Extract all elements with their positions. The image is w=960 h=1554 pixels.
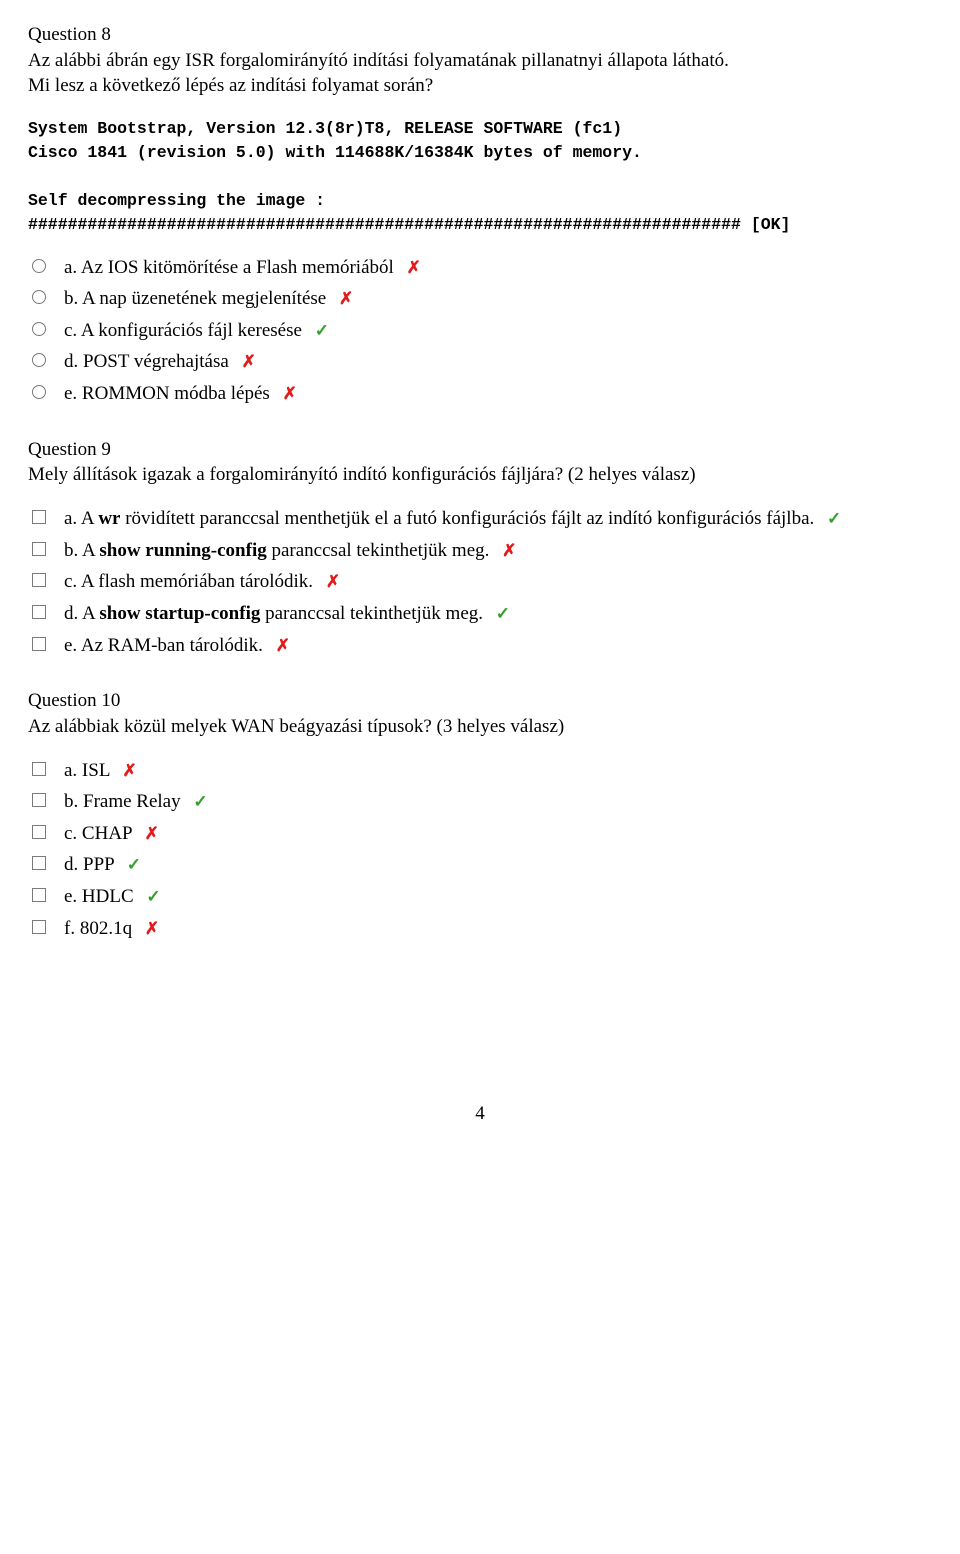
option-text: a. A wr rövidített paranccsal menthetjük… [64, 506, 932, 532]
option-text: d. POST végrehajtása ✗ [64, 349, 932, 375]
option-text: e. Az RAM-ban tárolódik. ✗ [64, 633, 932, 659]
option-text: f. 802.1q ✗ [64, 916, 932, 942]
question-8-heading: Question 8 [28, 22, 932, 48]
question-8-text-1: Az alábbi ábrán egy ISR forgalomirányító… [28, 48, 932, 74]
checkbox-icon[interactable] [32, 793, 46, 807]
correct-mark-icon: ✓ [146, 888, 160, 905]
console-output: System Bootstrap, Version 12.3(8r)T8, RE… [28, 117, 932, 237]
option-text: c. A konfigurációs fájl keresése ✓ [64, 318, 932, 344]
q9-option-a: a. A wr rövidített paranccsal menthetjük… [28, 506, 932, 532]
question-9-heading: Question 9 [28, 437, 932, 463]
q8-option-c: c. A konfigurációs fájl keresése ✓ [28, 318, 932, 344]
correct-mark-icon: ✓ [827, 510, 841, 527]
page-number: 4 [28, 1101, 932, 1127]
incorrect-mark-icon: ✗ [502, 542, 516, 559]
option-text: b. A nap üzenetének megjelenítése ✗ [64, 286, 932, 312]
incorrect-mark-icon: ✗ [145, 825, 159, 842]
incorrect-mark-icon: ✗ [326, 573, 340, 590]
question-9-options: a. A wr rövidített paranccsal menthetjük… [28, 506, 932, 658]
checkbox-icon[interactable] [32, 573, 46, 587]
incorrect-mark-icon: ✗ [339, 290, 353, 307]
question-10-heading: Question 10 [28, 688, 932, 714]
incorrect-mark-icon: ✗ [407, 259, 421, 276]
checkbox-icon[interactable] [32, 637, 46, 651]
option-text: c. CHAP ✗ [64, 821, 932, 847]
checkbox-icon[interactable] [32, 762, 46, 776]
question-10-options: a. ISL ✗ b. Frame Relay ✓ c. CHAP ✗ d. P… [28, 758, 932, 942]
q10-option-a: a. ISL ✗ [28, 758, 932, 784]
q9-option-b: b. A show running-config paranccsal teki… [28, 538, 932, 564]
checkbox-icon[interactable] [32, 605, 46, 619]
option-text: b. A show running-config paranccsal teki… [64, 538, 932, 564]
q8-option-a: a. Az IOS kitömörítése a Flash memóriábó… [28, 255, 932, 281]
q10-option-e: e. HDLC ✓ [28, 884, 932, 910]
option-text: c. A flash memóriában tárolódik. ✗ [64, 569, 932, 595]
incorrect-mark-icon: ✗ [122, 762, 136, 779]
radio-icon[interactable] [32, 385, 46, 399]
question-10-text-1: Az alábbiak közül melyek WAN beágyazási … [28, 714, 932, 740]
q9-option-e: e. Az RAM-ban tárolódik. ✗ [28, 633, 932, 659]
incorrect-mark-icon: ✗ [283, 385, 297, 402]
incorrect-mark-icon: ✗ [276, 637, 290, 654]
option-text: a. Az IOS kitömörítése a Flash memóriábó… [64, 255, 932, 281]
q10-option-d: d. PPP ✓ [28, 852, 932, 878]
radio-icon[interactable] [32, 353, 46, 367]
q10-option-b: b. Frame Relay ✓ [28, 789, 932, 815]
question-10: Question 10 Az alábbiak közül melyek WAN… [28, 688, 932, 941]
radio-icon[interactable] [32, 259, 46, 273]
checkbox-icon[interactable] [32, 825, 46, 839]
question-9: Question 9 Mely állítások igazak a forga… [28, 437, 932, 658]
checkbox-icon[interactable] [32, 920, 46, 934]
checkbox-icon[interactable] [32, 856, 46, 870]
question-9-text-1: Mely állítások igazak a forgalomirányító… [28, 462, 932, 488]
q8-option-e: e. ROMMON módba lépés ✗ [28, 381, 932, 407]
question-8: Question 8 Az alábbi ábrán egy ISR forga… [28, 22, 932, 407]
option-text: d. A show startup-config paranccsal teki… [64, 601, 932, 627]
radio-icon[interactable] [32, 322, 46, 336]
question-8-text-2: Mi lesz a következő lépés az indítási fo… [28, 73, 932, 99]
option-text: e. ROMMON módba lépés ✗ [64, 381, 932, 407]
q8-option-b: b. A nap üzenetének megjelenítése ✗ [28, 286, 932, 312]
correct-mark-icon: ✓ [193, 793, 207, 810]
radio-icon[interactable] [32, 290, 46, 304]
q10-option-f: f. 802.1q ✗ [28, 916, 932, 942]
question-8-options: a. Az IOS kitömörítése a Flash memóriábó… [28, 255, 932, 407]
checkbox-icon[interactable] [32, 888, 46, 902]
q10-option-c: c. CHAP ✗ [28, 821, 932, 847]
option-text: e. HDLC ✓ [64, 884, 932, 910]
correct-mark-icon: ✓ [496, 605, 510, 622]
option-text: a. ISL ✗ [64, 758, 932, 784]
incorrect-mark-icon: ✗ [242, 353, 256, 370]
incorrect-mark-icon: ✗ [145, 920, 159, 937]
checkbox-icon[interactable] [32, 510, 46, 524]
correct-mark-icon: ✓ [127, 856, 141, 873]
q9-option-d: d. A show startup-config paranccsal teki… [28, 601, 932, 627]
q8-option-d: d. POST végrehajtása ✗ [28, 349, 932, 375]
option-text: b. Frame Relay ✓ [64, 789, 932, 815]
option-text: d. PPP ✓ [64, 852, 932, 878]
q9-option-c: c. A flash memóriában tárolódik. ✗ [28, 569, 932, 595]
checkbox-icon[interactable] [32, 542, 46, 556]
correct-mark-icon: ✓ [315, 322, 329, 339]
